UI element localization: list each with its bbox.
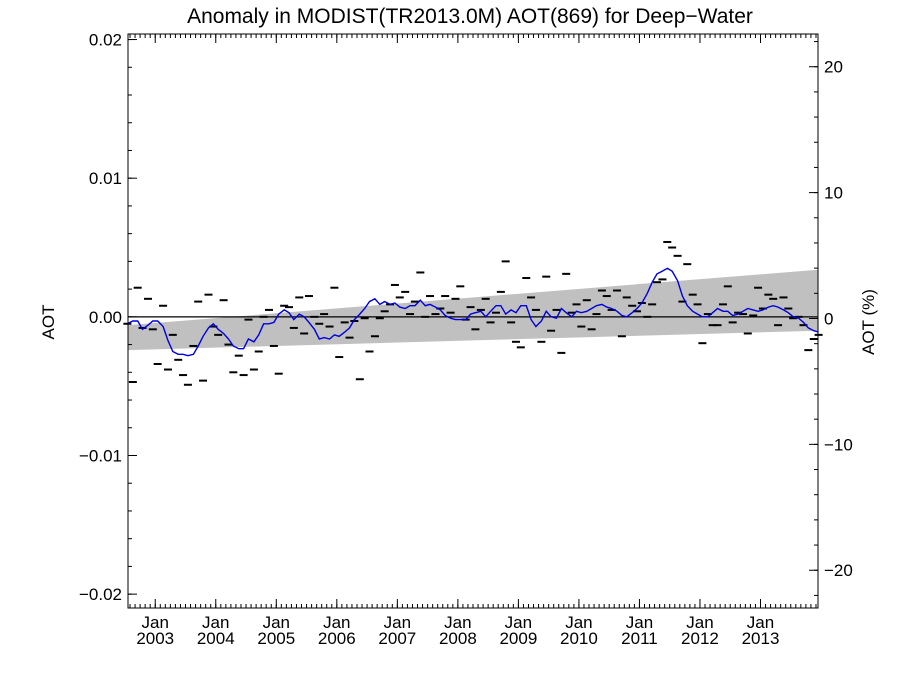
y-tick-label-right: −10 (824, 435, 853, 454)
x-tick-label-month: Jan (747, 613, 774, 632)
x-tick-label-year: 2004 (197, 629, 235, 648)
plot-area (123, 240, 823, 386)
x-tick-label-month: Jan (626, 613, 653, 632)
x-tick-label-month: Jan (505, 613, 532, 632)
y-tick-label-left: 0.00 (89, 308, 122, 327)
x-tick-label-year: 2006 (318, 629, 356, 648)
y-tick-label-right: −20 (824, 561, 853, 580)
x-tick-label-year: 2013 (742, 629, 780, 648)
y-axis-label-left: AOT (39, 305, 58, 340)
x-tick-label-year: 2010 (560, 629, 598, 648)
chart-title: Anomaly in MODIST(TR2013.0M) AOT(869) fo… (187, 5, 753, 28)
x-tick-label-month: Jan (686, 613, 713, 632)
trend-confidence-band (128, 269, 818, 351)
x-tick-label-year: 2005 (257, 629, 295, 648)
y-axis-label-right: AOT (%) (859, 289, 878, 355)
x-tick-label-month: Jan (323, 613, 350, 632)
y-tick-label-left: 0.01 (89, 169, 122, 188)
y-tick-label-right: 0 (824, 309, 833, 328)
x-tick-label-month: Jan (384, 613, 411, 632)
x-tick-label-month: Jan (202, 613, 229, 632)
y-axis-right: 20 10 0 −10 −20 (809, 41, 853, 596)
x-axis: Jan2003Jan2004Jan2005Jan2006Jan2007Jan20… (129, 34, 817, 648)
y-axis-left: 0.02 0.01 0.00 −0.01 −0.02 (79, 31, 137, 604)
x-tick-label-month: Jan (142, 613, 169, 632)
x-tick-label-year: 2003 (136, 629, 174, 648)
y-tick-label-right: 10 (824, 184, 843, 203)
x-tick-label-year: 2009 (499, 629, 537, 648)
x-tick-label-year: 2008 (439, 629, 477, 648)
y-tick-label-left: −0.02 (79, 585, 122, 604)
x-tick-label-year: 2012 (681, 629, 719, 648)
x-tick-label-year: 2011 (621, 629, 658, 648)
x-tick-label-month: Jan (444, 613, 471, 632)
y-tick-label-right: 20 (824, 58, 843, 77)
x-tick-label-year: 2007 (378, 629, 416, 648)
y-tick-label-left: −0.01 (79, 446, 122, 465)
smoothed-anomaly-series (127, 267, 819, 357)
x-tick-label-month: Jan (263, 613, 290, 632)
x-tick-label-month: Jan (565, 613, 592, 632)
y-tick-label-left: 0.02 (89, 31, 122, 50)
monthly-anomaly-markers (123, 240, 823, 386)
